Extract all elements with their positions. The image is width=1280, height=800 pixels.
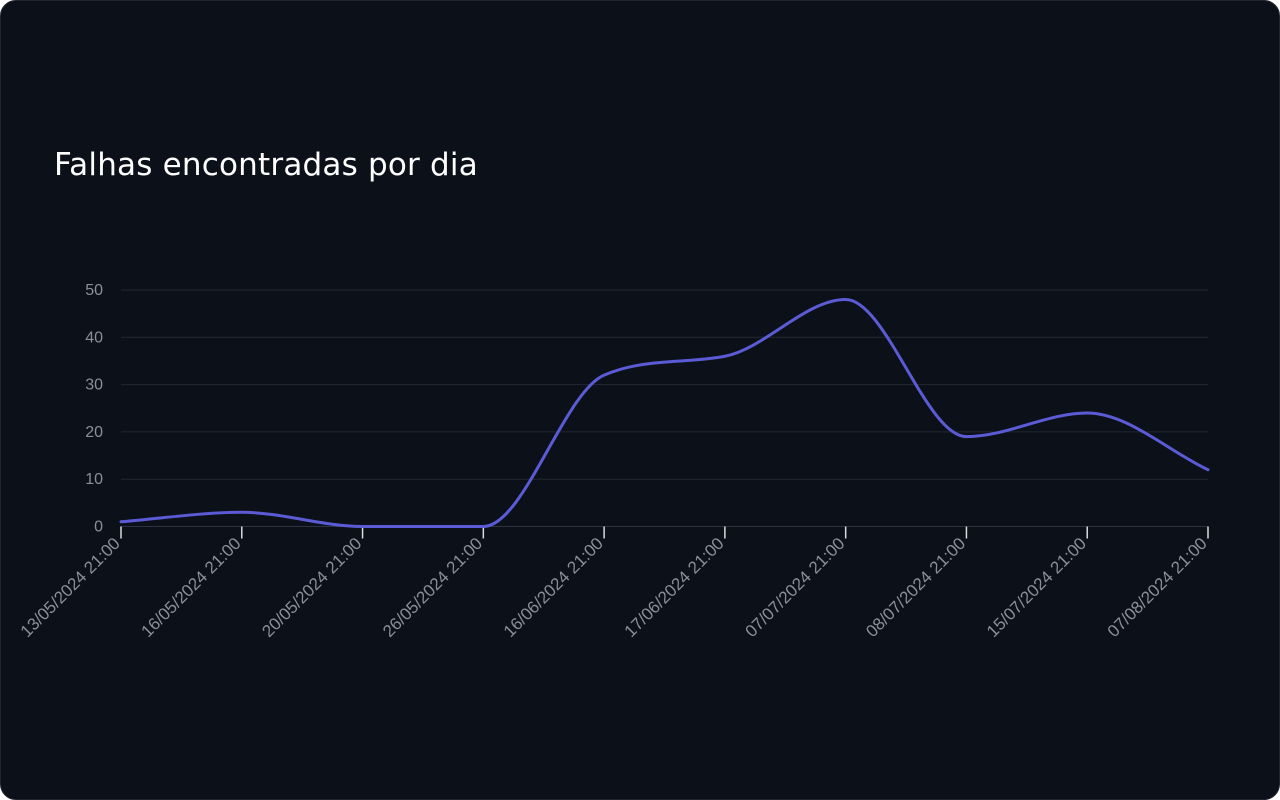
x-tick-label: 15/07/2024 21:00	[983, 534, 1090, 641]
gridlines	[121, 289, 1208, 480]
data-point	[601, 372, 607, 378]
x-axis-tick-labels: 13/05/2024 21:00 16/05/2024 21:00 20/05/20…	[17, 534, 1211, 641]
chart-title: Falhas encontradas por dia	[54, 147, 478, 183]
x-tick-label: 07/07/2024 21:00	[741, 534, 848, 641]
y-tick-label: 10	[85, 471, 103, 488]
y-axis-tick-labels: 0 10 20 30 40 50	[85, 282, 103, 536]
data-point	[360, 524, 366, 530]
data-point	[1205, 467, 1211, 473]
y-tick-label: 30	[85, 377, 103, 394]
data-point	[1084, 410, 1090, 416]
x-axis	[120, 526, 1209, 539]
y-tick-label: 50	[85, 282, 103, 299]
x-tick-label: 17/06/2024 21:00	[621, 534, 728, 641]
y-tick-label: 0	[94, 519, 103, 536]
x-tick-label: 16/05/2024 21:00	[138, 534, 245, 641]
x-tick-label: 08/07/2024 21:00	[862, 534, 969, 641]
series-layer	[118, 296, 1211, 530]
data-point	[239, 509, 245, 515]
x-tick-label: 07/08/2024 21:00	[1104, 534, 1211, 641]
data-point	[963, 434, 969, 440]
x-tick-label: 26/05/2024 21:00	[379, 534, 486, 641]
y-tick-label: 40	[85, 329, 103, 346]
x-tick-label: 13/05/2024 21:00	[17, 534, 124, 641]
data-point	[480, 524, 486, 530]
x-tick-label: 16/06/2024 21:00	[500, 534, 607, 641]
series-line-0	[119, 297, 1210, 529]
data-point	[843, 296, 849, 302]
data-point	[118, 519, 124, 525]
data-point	[722, 353, 728, 359]
y-tick-label: 20	[85, 424, 103, 441]
x-tick-label: 20/05/2024 21:00	[258, 534, 365, 641]
